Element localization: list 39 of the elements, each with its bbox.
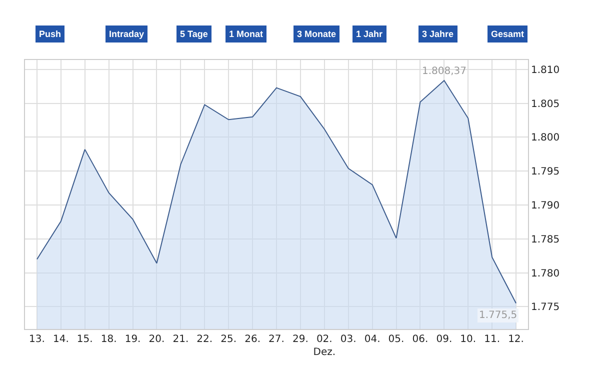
x-tick-label: 26.	[244, 334, 261, 345]
y-tick-label: 1.805	[531, 98, 560, 110]
annotation: 1.775,5	[479, 310, 518, 321]
x-tick-label: 05.	[388, 334, 404, 345]
y-tick-label: 1.775	[531, 302, 560, 314]
text: Intraday	[109, 29, 144, 39]
y-tick-label: 1.810	[531, 64, 560, 76]
x-tick-label: 27.	[268, 334, 284, 345]
y-tick-label: 1.795	[531, 166, 560, 178]
text: Push	[39, 29, 62, 39]
x-tick-label: 03.	[340, 334, 356, 345]
x-tick-label: 14.	[52, 334, 69, 345]
y-tick-label: 1.790	[531, 200, 560, 212]
x-tick-label: 02. Dez.	[313, 334, 336, 358]
x-tick-label: 20.	[148, 334, 165, 345]
x-tick-label: 15.	[76, 334, 93, 345]
y-tick-label: 1.785	[531, 234, 560, 246]
x-tick-label: 22.	[196, 334, 213, 345]
x-tick-label: 13.	[29, 334, 45, 345]
x-tick-label: 18.	[100, 334, 117, 345]
x-tick-label: 09.	[436, 334, 452, 345]
y-tick-label: 1.800	[531, 132, 560, 144]
x-tick-label: 19.	[124, 334, 141, 345]
text: 5 Tage	[180, 29, 208, 39]
x-tick-label: 21.	[172, 334, 189, 345]
x-tick-label: 10.	[460, 334, 476, 345]
annotation: 1.808,37	[422, 66, 467, 77]
x-tick-label: 12.	[508, 334, 524, 345]
x-tick-label: 25.	[220, 334, 237, 345]
text: 3 Monate	[297, 29, 336, 39]
text: 3 Jahre	[422, 29, 454, 39]
text: 1 Monat	[229, 29, 264, 39]
x-tick-label: 29.	[292, 334, 308, 345]
text: 1 Jahr	[356, 29, 384, 39]
x-tick-label: 06.	[412, 334, 428, 345]
x-tick-label: 04.	[364, 334, 380, 345]
y-tick-label: 1.780	[531, 268, 560, 280]
text: Gesamt	[491, 29, 524, 39]
x-tick-label: 11.	[484, 334, 500, 345]
